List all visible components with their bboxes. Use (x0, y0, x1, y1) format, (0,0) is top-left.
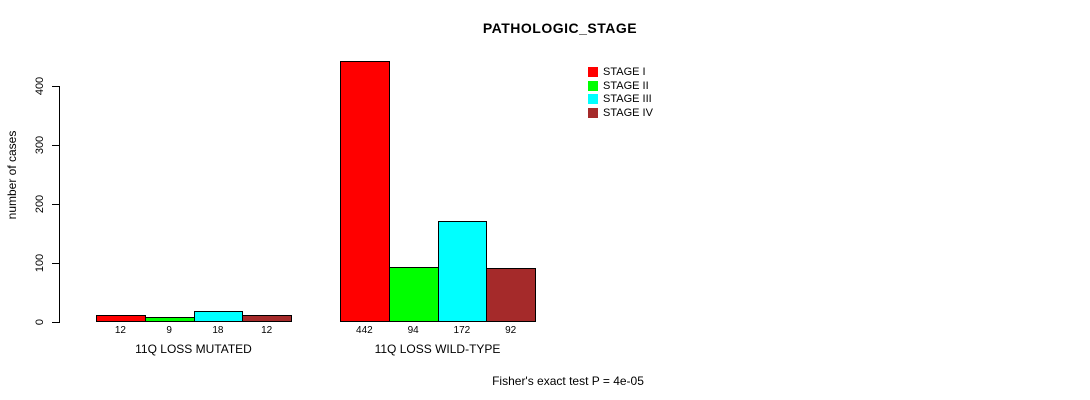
footnote: Fisher's exact test P = 4e-05 (492, 374, 644, 388)
legend-swatch (588, 80, 598, 91)
legend-label: STAGE IV (603, 106, 653, 119)
bar-stage-ii (388, 266, 439, 322)
legend-label: STAGE III (603, 93, 652, 105)
legend-label: STAGE II (603, 79, 649, 92)
y-tick (52, 144, 60, 146)
bar-stage-iii (193, 311, 244, 322)
bar-stage-ii (144, 316, 195, 322)
bar-value-label: 9 (166, 325, 172, 336)
y-tick (52, 85, 60, 87)
bar-stage-i (96, 314, 146, 322)
y-tick-label: 400 (34, 76, 46, 96)
bar-value-label: 172 (453, 325, 471, 336)
group-label: 11Q LOSS MUTATED (135, 342, 252, 356)
bar-value-label: 18 (212, 325, 224, 336)
bar-stage-iv (486, 267, 536, 322)
y-axis-label: number of cases (5, 130, 19, 220)
chart-title: PATHOLOGIC_STAGE (482, 20, 638, 36)
y-tick-label: 0 (34, 318, 46, 326)
bar-stage-iv (242, 314, 292, 322)
y-tick-label: 100 (34, 253, 46, 273)
y-tick (52, 203, 60, 205)
y-tick-label: 200 (34, 194, 46, 214)
bar-value-label: 12 (114, 325, 126, 336)
bar-value-label: 442 (356, 325, 373, 336)
bar-stage-i (340, 61, 390, 322)
legend-swatch (588, 67, 598, 77)
bar-value-label: 12 (261, 325, 273, 336)
legend-swatch (588, 107, 598, 118)
group-label: 11Q LOSS WILD-TYPE (374, 342, 501, 356)
y-tick (52, 262, 60, 264)
bar-value-label: 94 (407, 325, 419, 336)
y-tick (52, 321, 60, 323)
bar-stage-iii (437, 220, 488, 322)
bar-value-label: 92 (505, 325, 517, 336)
legend-swatch (588, 94, 598, 104)
y-tick-label: 300 (34, 135, 46, 155)
legend-label: STAGE I (603, 66, 646, 78)
